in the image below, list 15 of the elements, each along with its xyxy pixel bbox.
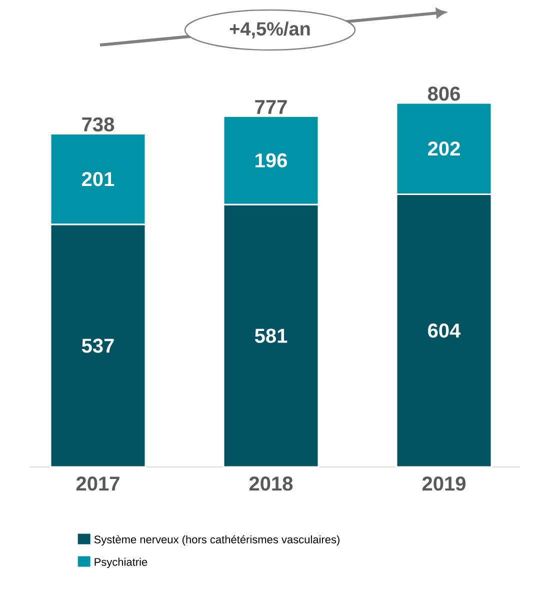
text: +4,5%/an: [230, 22, 310, 38]
data-label: 202: [428, 142, 460, 156]
data-label: 201: [82, 172, 114, 186]
x-tick-label: 2018: [249, 476, 293, 491]
legend-label: Psychiatrie: [94, 558, 148, 568]
data-label: 537: [82, 338, 114, 353]
data-label: 604: [428, 324, 461, 338]
data-label: 196: [256, 153, 287, 168]
legend-label: Système nerveux (hors cathétérismes vasculaires): [94, 535, 340, 546]
total-label: 738: [82, 117, 114, 132]
total-label: 777: [255, 100, 287, 114]
data-label: 581: [254, 328, 288, 343]
total-label: 806: [428, 86, 460, 101]
x-tick-label: 2019: [422, 476, 466, 491]
x-tick-label: 2017: [76, 476, 120, 491]
